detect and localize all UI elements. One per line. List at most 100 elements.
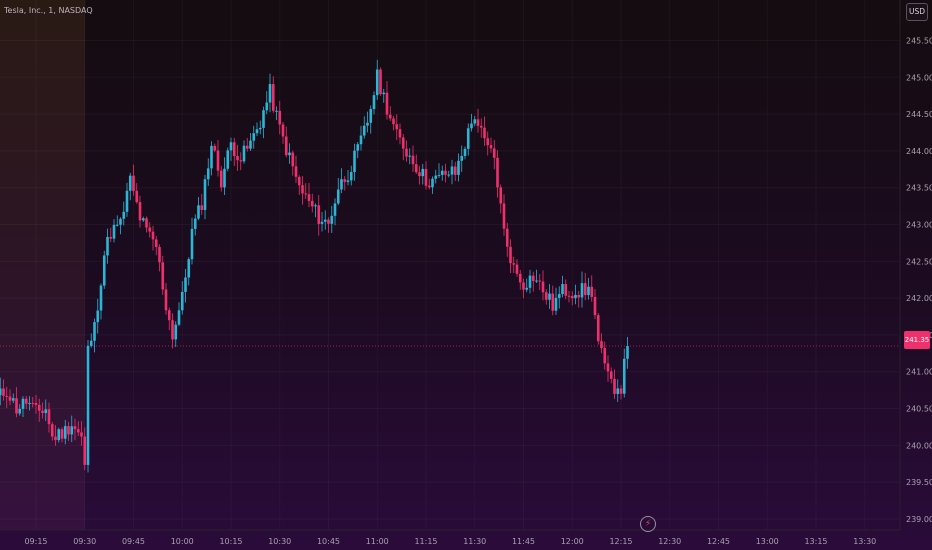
time-axis[interactable]: 09:15 09:30 09:45 10:00 10:15 10:30 10:45 11:00…: [24, 537, 876, 546]
time-tick-label: 11:30: [463, 537, 486, 546]
price-axis[interactable]: 239.00239.50240.00240.50241.00241.50242.…: [906, 36, 932, 523]
candle: [340, 168, 343, 194]
candle-body: [457, 160, 460, 175]
candle-body: [216, 150, 220, 171]
candle-body: [561, 284, 564, 295]
candle-body: [548, 293, 551, 300]
candle-body: [135, 190, 139, 203]
candle-body: [275, 110, 278, 112]
candle-body: [258, 127, 262, 130]
candle-body: [369, 109, 373, 123]
candle: [184, 269, 187, 303]
candle: [291, 150, 295, 176]
candle: [275, 106, 278, 121]
candle-body: [535, 280, 538, 282]
candle: [18, 404, 22, 416]
candle: [310, 193, 314, 213]
candle: [535, 269, 538, 284]
candle-body: [616, 388, 620, 395]
candle-body: [593, 296, 597, 316]
last-price-tag: 241.35: [904, 331, 930, 349]
price-tick-label: 245.50: [906, 36, 932, 45]
candle: [362, 116, 366, 139]
candle: [460, 145, 464, 172]
candle: [613, 369, 616, 400]
candle-body: [333, 203, 337, 216]
candle: [73, 418, 77, 441]
candle-body: [600, 341, 603, 349]
candle-body: [242, 145, 246, 162]
candle: [164, 283, 168, 315]
candle: [359, 125, 363, 151]
candle: [76, 421, 80, 437]
price-tick-label: 244.50: [906, 110, 932, 119]
candle-body: [47, 409, 51, 425]
candle-body: [336, 189, 340, 204]
candle-body: [440, 170, 444, 175]
candle-body: [119, 218, 122, 225]
candle: [470, 113, 473, 132]
candle-body: [21, 398, 25, 409]
candle-body: [223, 168, 226, 188]
candle: [450, 159, 454, 185]
candle: [457, 153, 460, 182]
candle: [106, 228, 109, 264]
candle: [385, 81, 389, 120]
candle: [148, 222, 152, 238]
price-tick-label: 240.50: [906, 405, 932, 414]
candle: [112, 219, 116, 243]
candle: [21, 396, 25, 418]
candle: [626, 336, 629, 369]
candle-body: [382, 92, 386, 95]
candle-body: [518, 273, 522, 283]
candle: [304, 183, 308, 199]
candle: [89, 333, 93, 348]
candle-body: [486, 138, 490, 146]
candle-body: [187, 259, 191, 278]
candle-body: [37, 404, 41, 411]
candle: [463, 146, 467, 160]
candle: [41, 402, 44, 419]
candle-body: [479, 125, 483, 128]
symbol-title[interactable]: Tesla, Inc., 1, NASDAQ: [4, 6, 93, 15]
lightning-bolt-icon[interactable]: ⚡: [640, 516, 656, 532]
candle: [479, 118, 483, 138]
candle-body: [307, 194, 311, 201]
candle: [67, 421, 70, 441]
candle-body: [574, 294, 577, 299]
candle: [379, 67, 382, 96]
currency-button[interactable]: USD: [906, 3, 928, 21]
candle-body: [301, 185, 304, 194]
candle-body: [398, 129, 402, 138]
candle-body: [70, 426, 74, 435]
candle: [86, 339, 90, 473]
candle-body: [476, 119, 480, 126]
candle-body: [528, 275, 532, 288]
candle-body: [41, 410, 44, 414]
candle-body: [619, 388, 623, 394]
candle-body: [203, 179, 207, 210]
candle: [141, 216, 145, 222]
candle: [567, 290, 571, 303]
candle: [466, 123, 470, 156]
candle-body: [158, 247, 161, 263]
candle-body: [281, 124, 285, 137]
candle-body: [450, 166, 454, 175]
candle-body: [447, 174, 451, 176]
candle-body: [603, 348, 607, 364]
candle: [158, 244, 161, 272]
candle: [392, 115, 395, 131]
candle: [102, 250, 106, 289]
candle: [115, 215, 119, 227]
candle: [388, 106, 392, 122]
candle-body: [294, 166, 298, 177]
candle: [203, 174, 207, 220]
candle: [333, 198, 337, 226]
candle: [284, 126, 288, 158]
price-tick-label: 243.00: [906, 221, 932, 230]
candle: [11, 393, 15, 404]
candle-body: [349, 172, 353, 181]
candle: [447, 170, 451, 178]
candle-body: [60, 429, 64, 439]
